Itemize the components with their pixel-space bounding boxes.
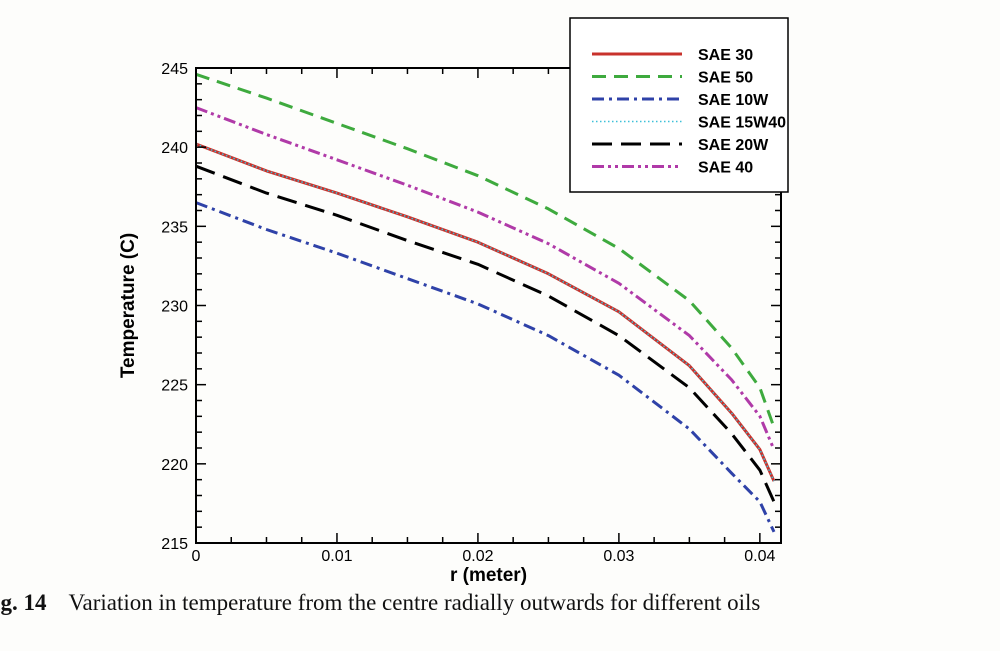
ticks-layer: 0 0.01 0.02 0.03 0.04 215 220 225 230 235 240 245 — [161, 61, 781, 565]
series-layer — [195, 72, 776, 533]
x-tick-label: 0.01 — [321, 548, 352, 565]
legend-label: SAE 20W — [698, 137, 769, 154]
y-tick-label: 245 — [161, 61, 188, 78]
figure-label: Fig. 14 — [0, 590, 47, 615]
series-line-sae-40 — [195, 106, 776, 451]
legend-box — [569, 17, 789, 193]
legend-label: SAE 10W — [698, 92, 769, 109]
y-tick-label: 225 — [161, 378, 188, 395]
x-axis-title: r (meter) — [450, 565, 527, 586]
series-line-sae-15w40 — [195, 143, 775, 482]
legend: SAE 30 SAE 50 SAE 10W SAE 15W40 SAE 20W SAE 4… — [569, 17, 789, 193]
legend-label: SAE 50 — [698, 70, 753, 87]
figure-caption: Fig. 14 Variation in temperature from the… — [0, 590, 1000, 616]
series-line-sae-30 — [195, 142, 776, 482]
y-tick-label: 235 — [161, 219, 188, 236]
figure-caption-text: Variation in temperature from the centre… — [68, 590, 761, 615]
y-tick-label: 240 — [161, 140, 188, 157]
legend-label: SAE 15W40 — [698, 115, 786, 132]
y-tick-label: 215 — [161, 536, 188, 553]
x-tick-label: 0.03 — [603, 548, 634, 565]
series-line-sae-50 — [195, 72, 776, 428]
x-tick-label: 0 — [192, 548, 201, 565]
y-tick-label: 230 — [161, 299, 188, 316]
x-tick-label: 0.04 — [744, 548, 775, 565]
x-tick-label: 0.02 — [462, 548, 493, 565]
line-chart: 0 0.01 0.02 0.03 0.04 215 220 225 230 235 240 245 r… — [118, 17, 789, 586]
legend-label: SAE 30 — [698, 47, 753, 64]
series-line-sae-10w — [195, 201, 776, 533]
series-line-sae-20w — [195, 164, 776, 503]
y-axis-title: Temperature (C) — [118, 233, 139, 378]
y-tick-label: 220 — [161, 457, 188, 474]
legend-label: SAE 40 — [698, 160, 753, 177]
